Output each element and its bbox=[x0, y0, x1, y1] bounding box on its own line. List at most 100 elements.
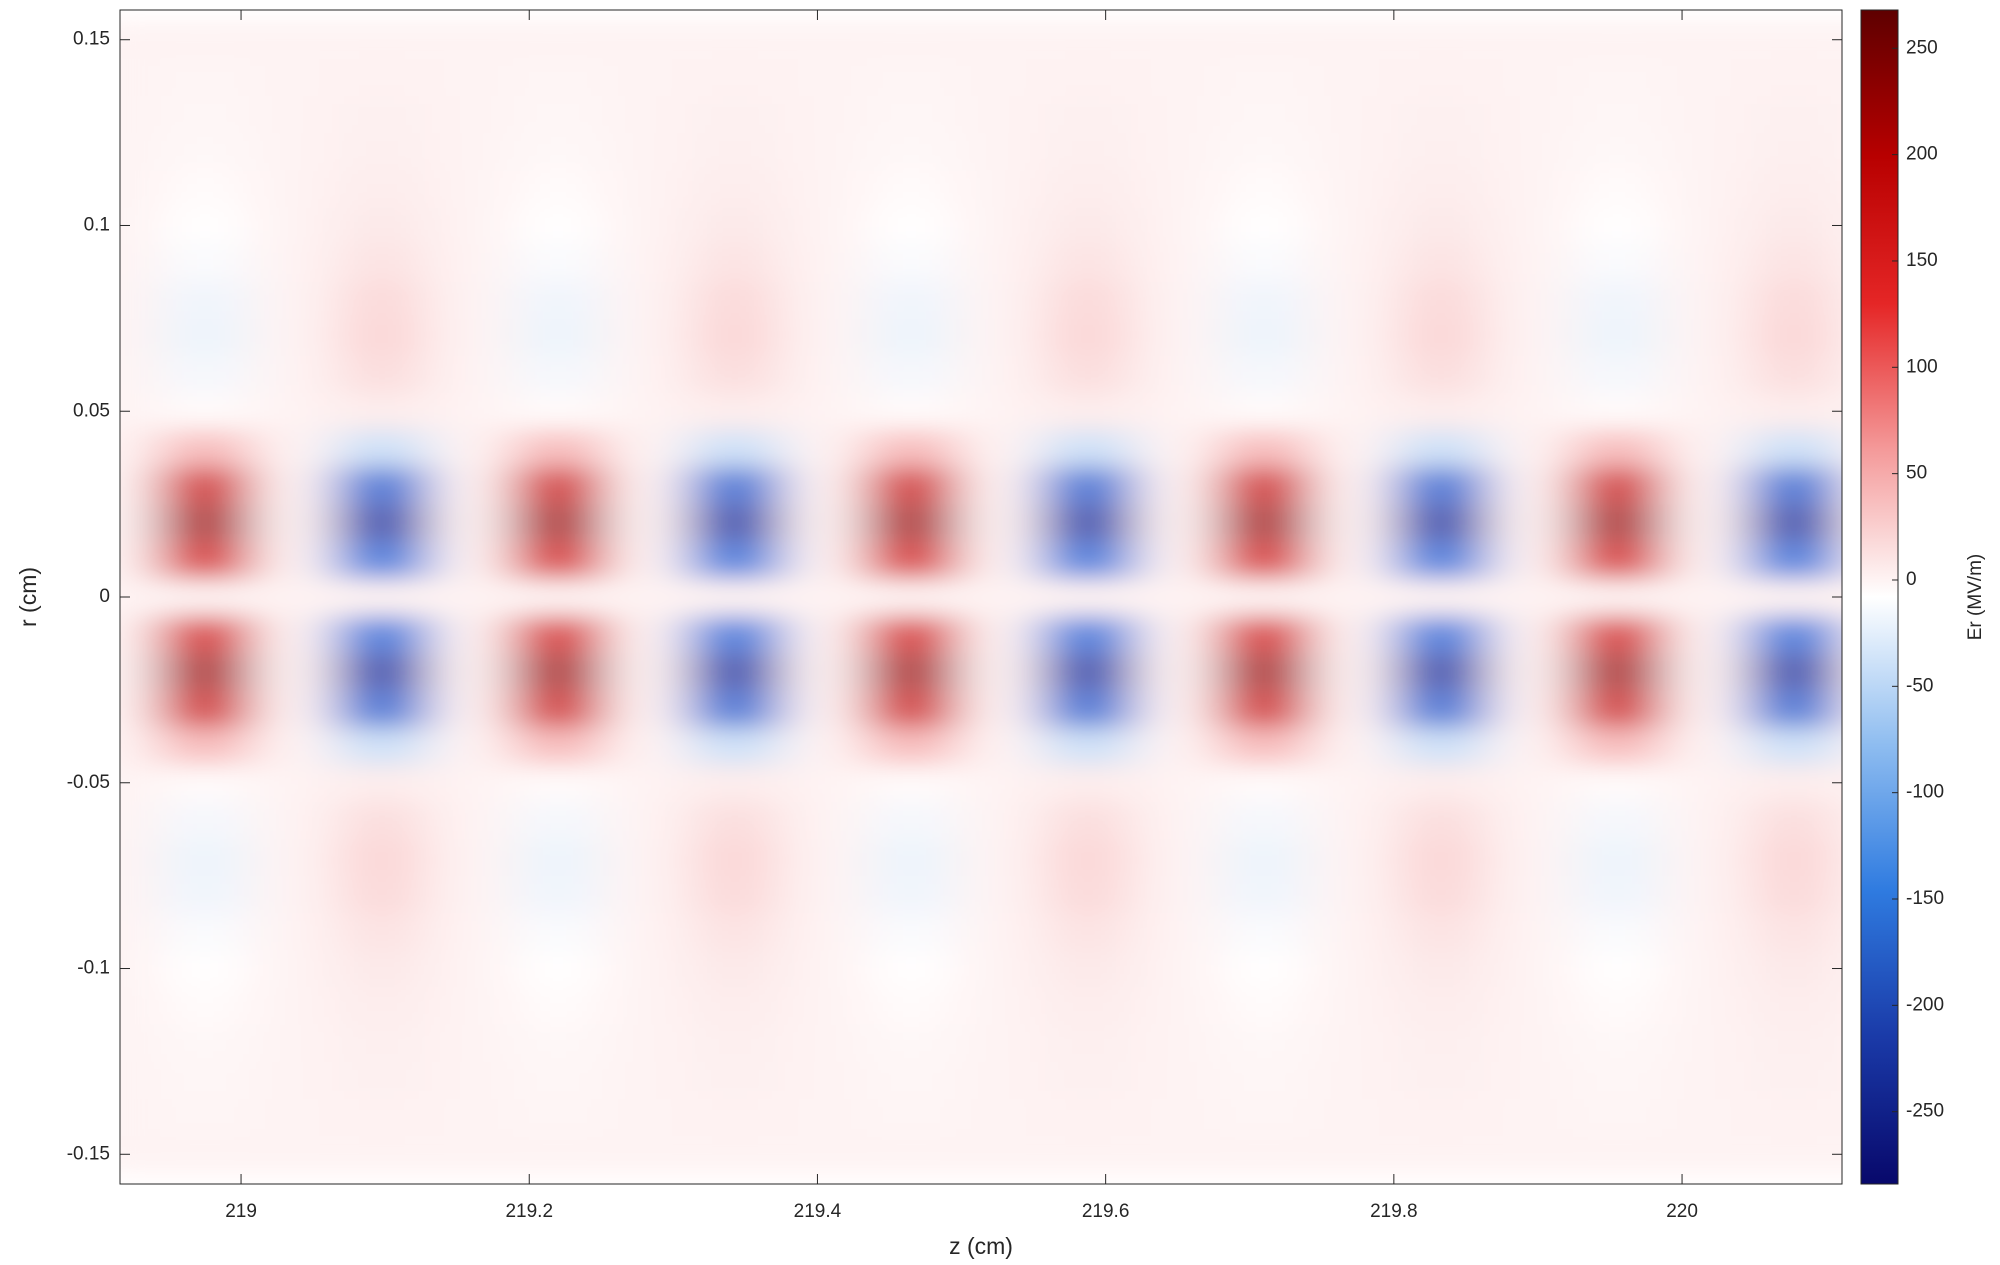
heat-cell bbox=[955, 133, 1044, 171]
heat-cell bbox=[691, 616, 780, 654]
heat-cell bbox=[161, 467, 249, 505]
heat-cell bbox=[1044, 616, 1133, 654]
heat-cell bbox=[426, 764, 514, 802]
heat-cell bbox=[1485, 504, 1573, 542]
heat-cell bbox=[426, 727, 514, 765]
heat-cell bbox=[1220, 170, 1308, 208]
heat-cell bbox=[867, 1099, 955, 1137]
heat-cell bbox=[249, 1099, 338, 1137]
heat-cell bbox=[1573, 207, 1661, 245]
heat-cell bbox=[1485, 578, 1573, 616]
heat-cell bbox=[779, 318, 867, 356]
heat-cell bbox=[602, 1099, 691, 1137]
heat-cell bbox=[1485, 21, 1573, 59]
heat-cell bbox=[73, 727, 161, 765]
heat-cell bbox=[1132, 764, 1220, 802]
heat-cell bbox=[73, 170, 161, 208]
heat-cell bbox=[1132, 95, 1220, 133]
heat-cell bbox=[1661, 987, 1750, 1025]
heat-cell bbox=[1132, 356, 1220, 394]
heat-cell bbox=[338, 21, 427, 59]
heat-cell bbox=[338, 1099, 427, 1137]
heat-cell bbox=[1750, 356, 1839, 394]
heat-cell bbox=[1044, 1024, 1133, 1062]
heat-cell bbox=[1308, 690, 1397, 728]
heat-cell bbox=[426, 504, 514, 542]
heat-cell bbox=[1397, 430, 1486, 468]
heat-cell bbox=[1308, 133, 1397, 171]
heat-cell bbox=[1397, 356, 1486, 394]
heat-cell bbox=[1750, 393, 1839, 431]
heat-cell bbox=[1397, 653, 1486, 691]
heat-cell bbox=[867, 318, 955, 356]
heat-cell bbox=[161, 913, 249, 951]
heat-cell bbox=[249, 987, 338, 1025]
heat-cell bbox=[1485, 653, 1573, 691]
heat-cell bbox=[338, 467, 427, 505]
heat-cell bbox=[514, 616, 602, 654]
heat-cell bbox=[955, 170, 1044, 208]
heat-cell bbox=[1132, 1061, 1220, 1099]
heat-cell bbox=[867, 58, 955, 96]
heat-cell bbox=[1132, 21, 1220, 59]
heat-cell bbox=[1308, 950, 1397, 988]
heat-cell bbox=[1661, 653, 1750, 691]
heat-cell bbox=[73, 318, 161, 356]
heat-cell bbox=[779, 467, 867, 505]
heat-cell bbox=[1485, 318, 1573, 356]
heat-cell bbox=[338, 356, 427, 394]
heat-cell bbox=[1220, 1136, 1308, 1174]
heat-cell bbox=[691, 1136, 780, 1174]
colorbar-tick-label: -250 bbox=[1906, 1101, 1944, 1122]
heat-cell bbox=[955, 838, 1044, 876]
heat-cell bbox=[338, 801, 427, 839]
heat-cell bbox=[161, 58, 249, 96]
heat-cell bbox=[161, 653, 249, 691]
heat-cell bbox=[249, 170, 338, 208]
heat-cell bbox=[1661, 950, 1750, 988]
heat-cell bbox=[1220, 578, 1308, 616]
heat-cell bbox=[1397, 95, 1486, 133]
heat-cell bbox=[73, 838, 161, 876]
heat-cell bbox=[161, 318, 249, 356]
heat-cell bbox=[73, 1061, 161, 1099]
heat-cell bbox=[73, 58, 161, 96]
heat-cell bbox=[1573, 393, 1661, 431]
heat-cell bbox=[338, 690, 427, 728]
heat-cell bbox=[602, 430, 691, 468]
heat-cell bbox=[1397, 876, 1486, 914]
heat-cell bbox=[1044, 21, 1133, 59]
heat-cell bbox=[1220, 541, 1308, 579]
heat-cell bbox=[514, 504, 602, 542]
heat-cell bbox=[1308, 1024, 1397, 1062]
heat-cell bbox=[779, 58, 867, 96]
heat-cell bbox=[1132, 950, 1220, 988]
heat-cell bbox=[249, 541, 338, 579]
heat-cell bbox=[1573, 653, 1661, 691]
heat-cell bbox=[691, 764, 780, 802]
heat-cell bbox=[1750, 541, 1839, 579]
heat-cell bbox=[867, 467, 955, 505]
heat-cell bbox=[1485, 801, 1573, 839]
heat-cell bbox=[1397, 318, 1486, 356]
heat-cell bbox=[1573, 170, 1661, 208]
heat-cell bbox=[1573, 1024, 1661, 1062]
heat-cell bbox=[426, 876, 514, 914]
heat-cell bbox=[602, 393, 691, 431]
heat-cell bbox=[161, 393, 249, 431]
heat-cell bbox=[1750, 467, 1839, 505]
heat-cell bbox=[1220, 58, 1308, 96]
heat-cell bbox=[1750, 1099, 1839, 1137]
heat-cell bbox=[1397, 950, 1486, 988]
heat-cell bbox=[867, 281, 955, 319]
heat-cell bbox=[1044, 58, 1133, 96]
y-tick-label: 0.05 bbox=[73, 400, 110, 421]
heat-cell bbox=[955, 690, 1044, 728]
heat-cell bbox=[1750, 95, 1839, 133]
heat-cell bbox=[161, 541, 249, 579]
heat-cell bbox=[514, 1061, 602, 1099]
colorbar-tick-label: 100 bbox=[1906, 356, 1938, 377]
y-tick-label: 0.1 bbox=[84, 214, 110, 235]
heat-cell bbox=[602, 913, 691, 951]
heat-cell bbox=[1044, 876, 1133, 914]
